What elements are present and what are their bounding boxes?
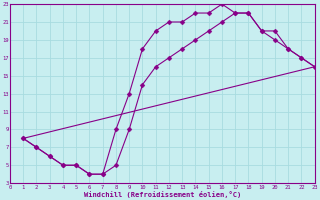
X-axis label: Windchill (Refroidissement éolien,°C): Windchill (Refroidissement éolien,°C) xyxy=(84,191,241,198)
